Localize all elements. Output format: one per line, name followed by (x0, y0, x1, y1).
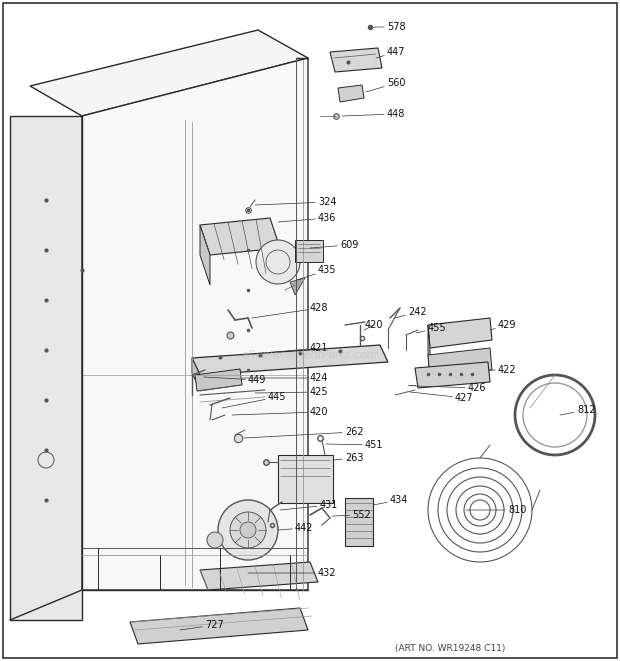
Polygon shape (338, 85, 364, 102)
Polygon shape (195, 369, 242, 391)
Polygon shape (192, 358, 200, 390)
Polygon shape (428, 318, 492, 348)
Text: 447: 447 (376, 47, 405, 58)
Text: 442: 442 (278, 523, 314, 533)
Circle shape (240, 522, 256, 538)
Text: 609: 609 (310, 240, 358, 250)
Polygon shape (200, 218, 280, 255)
Text: (ART NO. WR19248 C11): (ART NO. WR19248 C11) (395, 644, 505, 652)
Text: 436: 436 (278, 213, 337, 223)
Circle shape (218, 500, 278, 560)
Circle shape (230, 512, 266, 548)
Polygon shape (200, 562, 318, 590)
Text: 431: 431 (280, 500, 339, 510)
Polygon shape (290, 278, 305, 295)
Text: 324: 324 (255, 197, 337, 207)
Polygon shape (428, 325, 430, 378)
Polygon shape (192, 345, 388, 375)
Polygon shape (30, 30, 308, 116)
Text: 420: 420 (364, 320, 384, 330)
Text: 428: 428 (252, 303, 329, 318)
Text: 435: 435 (297, 265, 337, 280)
Bar (295, 240, 323, 262)
Text: 455: 455 (416, 323, 446, 333)
Text: 432: 432 (248, 568, 337, 578)
Bar (278, 455, 333, 503)
Text: 448: 448 (342, 109, 405, 119)
Bar (345, 498, 373, 546)
Text: 578: 578 (375, 22, 405, 32)
Text: 426: 426 (415, 383, 487, 393)
Circle shape (207, 532, 223, 548)
Polygon shape (82, 58, 308, 590)
Text: 810: 810 (466, 505, 526, 515)
Text: 262: 262 (244, 427, 363, 438)
Text: 727: 727 (180, 620, 224, 630)
Text: 420: 420 (232, 407, 329, 417)
Text: 552: 552 (332, 510, 371, 520)
Polygon shape (130, 608, 308, 644)
Text: 424: 424 (242, 373, 329, 383)
Text: 422: 422 (490, 365, 516, 375)
Polygon shape (10, 116, 82, 620)
Polygon shape (200, 225, 210, 285)
Circle shape (256, 240, 300, 284)
Text: 429: 429 (490, 320, 516, 330)
Text: 263: 263 (333, 453, 363, 463)
Text: 421: 421 (242, 343, 329, 355)
Text: eReplacementParts.com: eReplacementParts.com (242, 350, 378, 360)
Text: 451: 451 (326, 440, 384, 450)
Polygon shape (330, 48, 382, 72)
Text: 449: 449 (204, 375, 267, 385)
Text: 560: 560 (366, 78, 405, 92)
Polygon shape (428, 348, 492, 378)
Polygon shape (415, 362, 490, 388)
Text: 427: 427 (410, 392, 474, 403)
Text: 434: 434 (373, 495, 409, 505)
Text: 425: 425 (255, 387, 329, 397)
Text: 812: 812 (560, 405, 595, 415)
Text: 242: 242 (395, 307, 427, 318)
Text: 445: 445 (222, 392, 286, 408)
